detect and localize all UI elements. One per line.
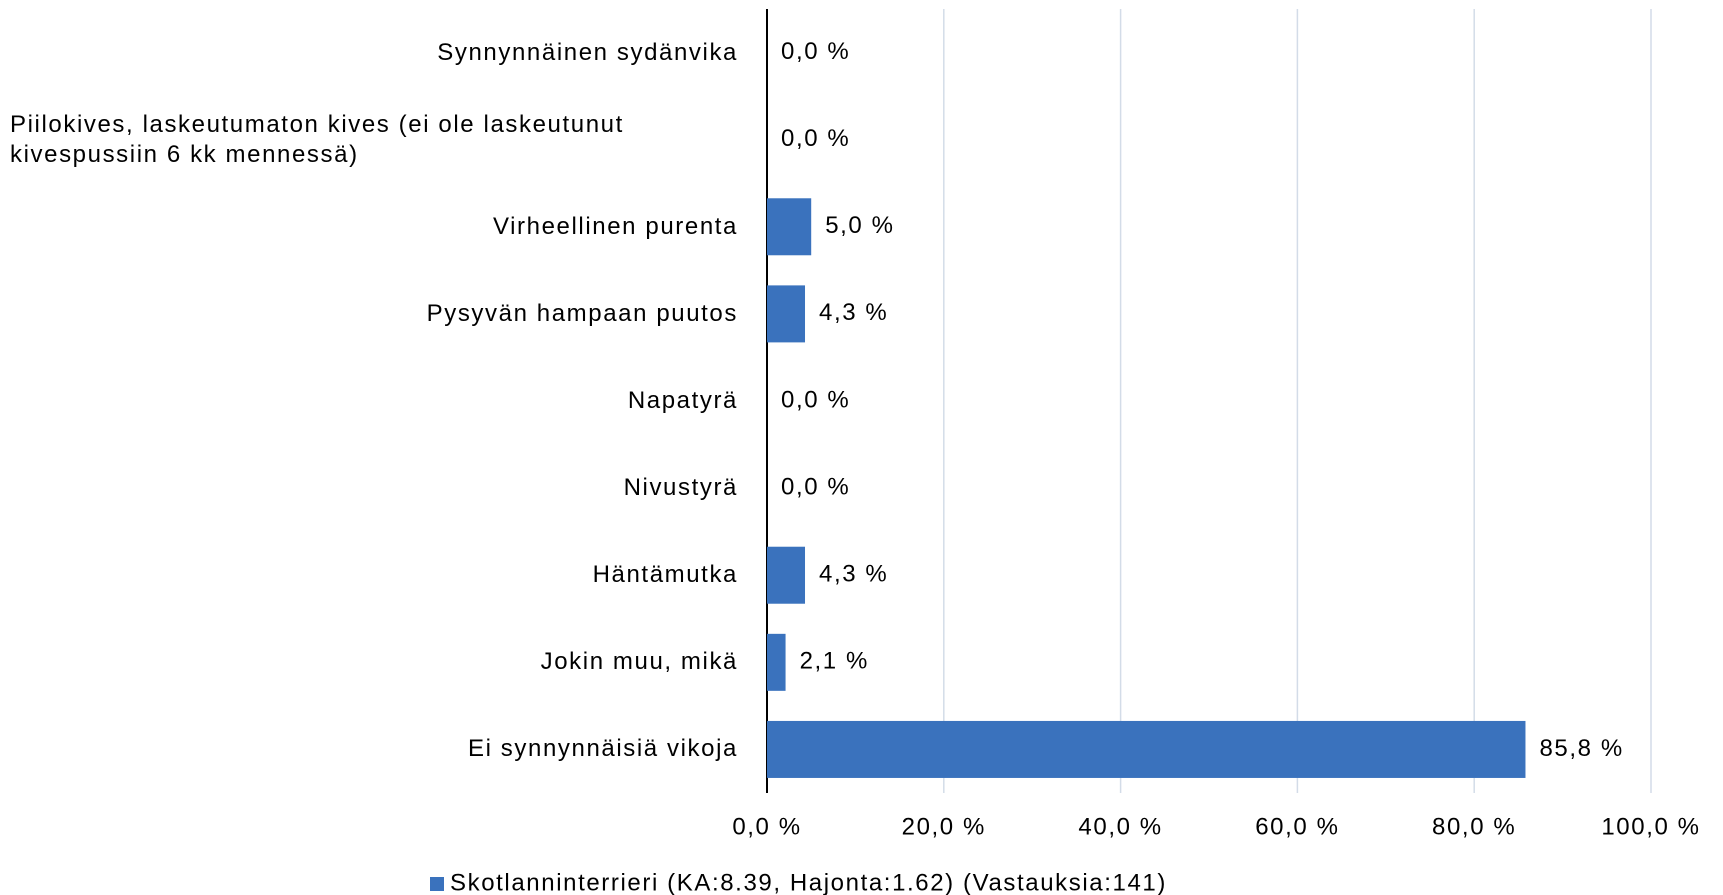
category-text: Virheellinen purenta (492, 212, 738, 240)
category-text: Ei synnynnäisiä vikoja (468, 735, 738, 763)
value-label: 85,8 % (1539, 735, 1623, 762)
category-text: Piilokives, laskeutumaton kives (ei ole … (10, 110, 624, 168)
category-label: Synnynnäinen sydänvika (10, 13, 738, 93)
category-label: Häntämutka (10, 535, 738, 615)
legend-label: Skotlanninterrieri (KA:8.39, Hajonta:1.6… (450, 869, 1167, 895)
x-tick-label: 60,0 % (1255, 813, 1339, 840)
x-tick-label: 80,0 % (1432, 813, 1516, 840)
legend-swatch (430, 877, 444, 891)
category-label: Jokin muu, mikä (10, 622, 738, 702)
category-label: Piilokives, laskeutumaton kives (ei ole … (10, 100, 738, 180)
value-label: 5,0 % (825, 212, 894, 239)
value-label: 0,0 % (781, 125, 850, 152)
category-label: Pysyvän hampaan puutos (10, 274, 738, 354)
bar (767, 720, 1526, 778)
category-text: Synnynnäinen sydänvika (437, 38, 738, 66)
category-label: Virheellinen purenta (10, 187, 738, 267)
x-tick-label: 100,0 % (1601, 813, 1700, 840)
x-tick-label: 0,0 % (732, 813, 801, 840)
category-text: Nivustyrä (623, 474, 738, 502)
x-tick-label: 20,0 % (902, 813, 986, 840)
x-tick-label: 40,0 % (1078, 813, 1162, 840)
category-text: Häntämutka (592, 561, 738, 589)
value-label: 4,3 % (819, 299, 888, 326)
category-label: Napatyrä (10, 361, 738, 441)
value-label: 0,0 % (781, 386, 850, 413)
value-label: 0,0 % (781, 38, 850, 65)
category-text: Napatyrä (627, 387, 738, 414)
category-label: Nivustyrä (10, 448, 738, 528)
category-label: Ei synnynnäisiä vikoja (10, 709, 738, 789)
category-text: Pysyvän hampaan puutos (426, 299, 738, 327)
value-label: 4,3 % (819, 561, 888, 588)
bar (767, 546, 806, 604)
bar (767, 198, 812, 256)
value-label: 0,0 % (781, 473, 850, 500)
bar (767, 633, 786, 691)
category-text: Jokin muu, mikä (540, 648, 738, 676)
bar (767, 285, 806, 343)
value-label: 2,1 % (800, 648, 869, 675)
